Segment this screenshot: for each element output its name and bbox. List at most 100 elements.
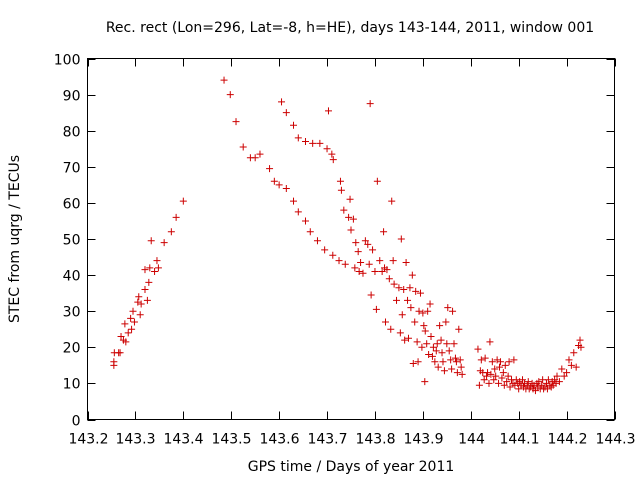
data-point (256, 150, 264, 158)
data-point (121, 320, 129, 328)
data-point (477, 356, 485, 364)
data-point (558, 365, 566, 373)
data-point (434, 363, 442, 371)
x-axis-label: GPS time / Days of year 2011 (248, 459, 455, 475)
data-point (385, 275, 393, 283)
data-point (400, 286, 408, 294)
data-point (371, 267, 379, 275)
data-point (341, 260, 349, 268)
data-point (290, 121, 298, 129)
data-point (544, 376, 552, 384)
data-point (346, 195, 354, 203)
data-point (345, 213, 353, 221)
data-point (406, 284, 414, 292)
data-point (553, 372, 561, 380)
data-point (226, 91, 234, 99)
data-point (542, 379, 550, 387)
data-point (366, 100, 374, 108)
data-point (409, 360, 417, 368)
data-point (451, 354, 459, 362)
data-point (438, 349, 446, 357)
data-point (151, 267, 159, 275)
data-point (488, 358, 496, 366)
data-point (431, 358, 439, 366)
data-point (510, 356, 518, 364)
data-point (565, 356, 573, 364)
data-point (167, 228, 175, 236)
data-point (480, 376, 488, 384)
data-point (153, 257, 161, 265)
data-point (351, 264, 359, 272)
data-point (146, 264, 154, 272)
data-point (154, 264, 162, 272)
data-point (381, 318, 389, 326)
data-point (364, 240, 372, 248)
data-point (515, 385, 523, 393)
data-point (404, 334, 412, 342)
data-point (357, 258, 365, 266)
data-point (179, 197, 187, 205)
data-point (552, 379, 560, 387)
data-point (376, 257, 384, 265)
y-axis-label: STEC from uqrg / TECUs (7, 155, 23, 323)
data-point (306, 228, 314, 236)
data-point (560, 372, 568, 380)
data-point (484, 369, 492, 377)
data-point (576, 336, 584, 344)
data-point (436, 322, 444, 330)
data-point (143, 296, 151, 304)
x-tick-label: 144.2 (547, 432, 587, 448)
data-point (498, 374, 506, 382)
data-point (401, 336, 409, 344)
data-point (328, 150, 336, 158)
data-point (511, 381, 519, 389)
data-point (485, 379, 493, 387)
data-point (551, 376, 559, 384)
data-point (457, 363, 465, 371)
data-point (369, 246, 377, 254)
data-point (124, 329, 132, 337)
data-point (352, 239, 360, 247)
data-point (116, 349, 124, 357)
data-point (426, 300, 434, 308)
data-point (444, 304, 452, 312)
data-point (323, 145, 331, 153)
data-point (380, 228, 388, 236)
y-axis-ticks (87, 59, 615, 421)
data-point (493, 356, 501, 364)
data-point (506, 383, 514, 391)
data-point (418, 343, 426, 351)
data-point (420, 322, 428, 330)
data-point (141, 286, 149, 294)
x-tick-label: 143.9 (403, 432, 443, 448)
data-point (516, 378, 524, 386)
data-point (449, 307, 457, 315)
data-point (275, 181, 283, 189)
data-point (505, 358, 513, 366)
data-point (335, 257, 343, 265)
x-tick-label: 144.3 (595, 432, 635, 448)
data-point (141, 266, 149, 274)
data-point (455, 325, 463, 333)
chart-title: Rec. rect (Lon=296, Lat=-8, h=HE), days … (106, 20, 594, 36)
data-point (309, 139, 317, 147)
data-point (294, 134, 302, 142)
data-point (349, 215, 357, 223)
data-point (387, 325, 395, 333)
data-point (160, 239, 168, 247)
data-point (396, 329, 404, 337)
data-point (329, 251, 337, 259)
data-point (432, 347, 440, 355)
data-point (122, 338, 130, 346)
data-point (487, 370, 495, 378)
data-point (512, 376, 520, 384)
data-point (365, 260, 373, 268)
data-point (443, 340, 451, 348)
x-tick-label: 143.2 (68, 432, 108, 448)
data-point (383, 266, 391, 274)
data-point (266, 165, 274, 173)
data-point (567, 361, 575, 369)
data-point (128, 325, 136, 333)
